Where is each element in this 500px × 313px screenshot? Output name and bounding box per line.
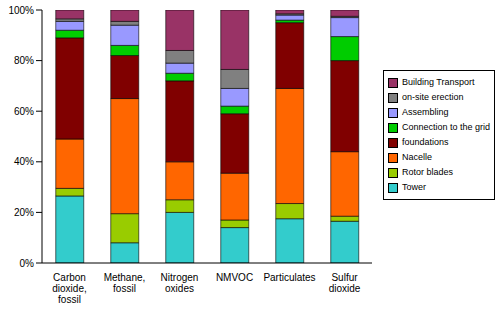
- svg-text:0%: 0%: [20, 258, 35, 269]
- html-text:Tower: Tower: [402, 182, 426, 192]
- html-text:Assembling: Assembling: [402, 107, 449, 117]
- svg-text:Sulfurdioxide: Sulfurdioxide: [329, 272, 361, 294]
- svg-text:NMVOC: NMVOC: [216, 272, 253, 283]
- svg-text:40%: 40%: [14, 156, 34, 167]
- svg-text:Particulates: Particulates: [263, 272, 315, 283]
- html-text:Nacelle: Nacelle: [402, 152, 432, 162]
- html-text:Rotor blades: Rotor blades: [402, 167, 453, 177]
- svg-text:60%: 60%: [14, 106, 34, 117]
- html-text:Connection to the grid: Connection to the grid: [402, 122, 491, 132]
- svg-text:80%: 80%: [14, 55, 34, 66]
- svg-text:20%: 20%: [14, 207, 34, 218]
- html-text:foundations: foundations: [402, 137, 449, 147]
- html-text:Building Transport: Building Transport: [402, 77, 475, 87]
- html-text:on-site erection: on-site erection: [402, 92, 464, 102]
- svg-text:100%: 100%: [8, 5, 34, 16]
- svg-text:Nitrogenoxides: Nitrogenoxides: [161, 272, 199, 294]
- svg-text:Methane,fossil: Methane,fossil: [104, 272, 146, 294]
- svg-text:Carbondioxide,fossil: Carbondioxide,fossil: [52, 272, 86, 305]
